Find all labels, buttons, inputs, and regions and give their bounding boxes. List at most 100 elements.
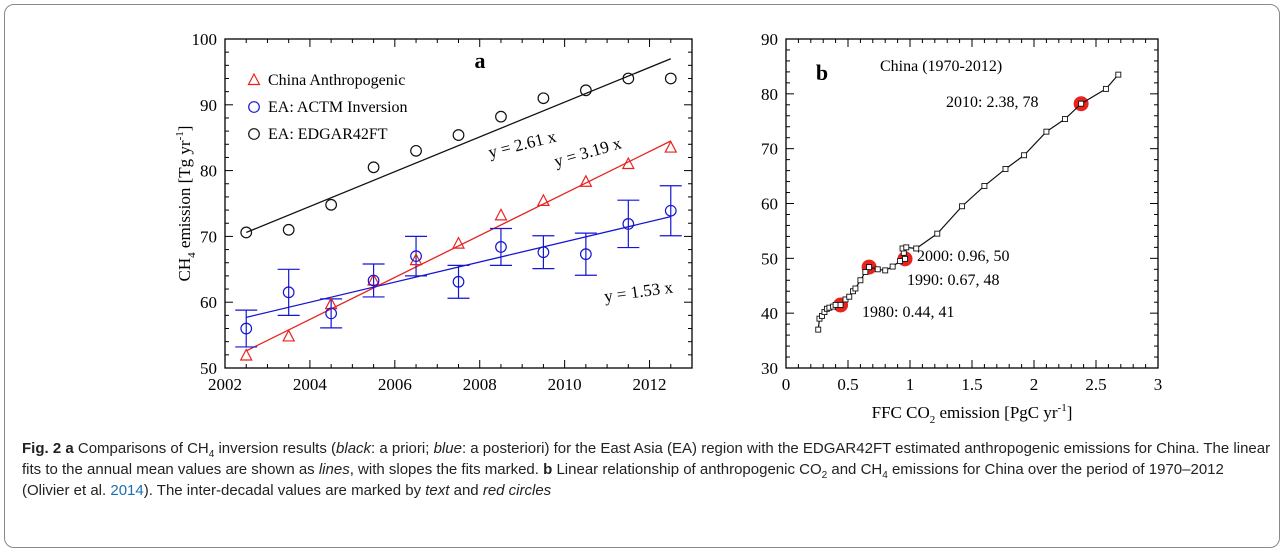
x-tick-label: 2002	[208, 375, 242, 394]
x-axis-label-sub: 2	[930, 414, 936, 426]
data-point	[1078, 100, 1085, 107]
caption-subscript: 4	[882, 470, 888, 481]
x-tick-label: 2012	[633, 375, 667, 394]
y-tick-label: 80	[761, 85, 778, 104]
data-point	[664, 204, 677, 217]
data-point	[537, 92, 550, 105]
data-point	[495, 110, 507, 123]
highlight-label: 1990: 0.67, 48	[907, 272, 999, 289]
legend-label: EA: ACTM Inversion	[268, 99, 408, 116]
y-tick-label: 40	[761, 304, 778, 323]
data-point	[579, 248, 592, 261]
data-point	[815, 326, 822, 333]
caption-b-label: b	[543, 461, 553, 478]
x-axis-label-sup: -1	[1058, 402, 1067, 414]
data-point	[1043, 128, 1050, 135]
series-line	[817, 74, 1119, 330]
data-point	[325, 198, 338, 211]
y-tick-label: 80	[200, 162, 217, 181]
data-point	[367, 274, 380, 287]
y-tick-label: 100	[192, 30, 218, 49]
caption-subscript: 4	[208, 449, 215, 460]
x-tick-label: 2004	[293, 375, 328, 394]
data-point	[866, 264, 873, 271]
data-point	[889, 263, 896, 270]
y-axis-label-sup: -1	[174, 131, 186, 140]
data-point	[622, 72, 635, 85]
y-axis-label-sub: 4	[186, 252, 198, 258]
y-tick-label: 90	[200, 96, 217, 115]
data-point	[325, 307, 338, 320]
x-tick-label: 1.5	[961, 375, 982, 394]
x-tick-label: 3	[1154, 375, 1163, 394]
data-point	[959, 203, 966, 210]
data-point	[852, 285, 859, 292]
data-point	[495, 241, 507, 253]
panel-label-b: b	[816, 60, 828, 85]
data-point	[410, 144, 422, 157]
y-tick-label: 70	[761, 140, 778, 159]
data-point	[902, 255, 908, 262]
x-tick-label: 0.5	[837, 375, 858, 394]
figure-caption: Fig. 2 a Comparisons of CH4 inversion re…	[22, 438, 1272, 501]
x-axis-label-part: emission [PgC yr	[935, 403, 1058, 422]
data-point	[874, 266, 881, 273]
data-point	[903, 244, 910, 251]
data-point	[1102, 85, 1109, 92]
x-axis-label-part: ]	[1067, 403, 1073, 422]
y-tick-label: 50	[761, 249, 778, 268]
data-point	[1115, 71, 1122, 78]
panel-b-frame	[785, 38, 1159, 369]
data-point	[536, 193, 550, 206]
x-tick-label: 2	[1030, 375, 1039, 394]
highlight-label: 2010: 2.38, 78	[946, 94, 1038, 111]
y-axis-label-part: emission [Tg yr	[175, 140, 194, 252]
legend-marker	[248, 101, 260, 113]
panel-label-a: a	[475, 48, 486, 73]
caption-text: emissions for China over the period of 1…	[22, 461, 1224, 499]
data-point	[846, 293, 853, 300]
data-point	[537, 246, 550, 259]
data-point	[367, 273, 381, 286]
caption-text: : a priori;	[371, 440, 434, 457]
data-point	[282, 286, 295, 299]
y-tick-label: 90	[761, 30, 778, 49]
data-point	[1021, 152, 1028, 159]
data-point	[367, 161, 380, 174]
caption-text: and	[449, 482, 483, 499]
data-point	[981, 183, 988, 189]
caption-fig-label: Fig. 2	[22, 440, 62, 457]
x-tick-label: 2010	[548, 375, 582, 394]
data-point	[622, 217, 635, 230]
caption-text: and CH	[827, 461, 883, 478]
caption-emphasis: text	[425, 482, 450, 499]
y-tick-label: 60	[200, 293, 217, 312]
fit-label: y = 2.61 x	[486, 127, 558, 162]
x-axis-label: FFC CO2 emission [PgC yr-1]	[872, 402, 1073, 426]
data-point	[240, 226, 253, 239]
y-tick-label: 60	[761, 195, 778, 214]
caption-subscript: 2	[821, 470, 828, 481]
caption-emphasis: blue	[433, 440, 462, 457]
data-point	[452, 129, 465, 141]
fit-label: y = 1.53 x	[603, 277, 675, 305]
data-point	[240, 322, 253, 335]
reference-link[interactable]: 2014	[110, 482, 144, 499]
fit-line	[245, 140, 672, 352]
caption-text: ). The inter-decadal values are marked b…	[143, 482, 426, 499]
y-tick-label: 50	[200, 359, 217, 378]
data-point	[494, 208, 508, 221]
data-point	[1002, 166, 1009, 172]
data-point	[621, 156, 635, 170]
data-point	[579, 174, 593, 187]
data-point	[452, 275, 465, 288]
x-tick-label: 0	[782, 375, 791, 394]
caption-emphasis: black	[336, 440, 372, 457]
figure-charts: 2002 2004 2006 2008 2010 20125060708090100CH4…	[174, 30, 1163, 426]
x-tick-label: 2006	[378, 375, 412, 394]
data-point	[862, 269, 869, 275]
highlight-label: 2000: 0.96, 50	[917, 248, 1009, 265]
data-point	[282, 329, 296, 342]
data-point	[882, 267, 889, 274]
legend-label: China Anthropogenic	[268, 72, 405, 89]
